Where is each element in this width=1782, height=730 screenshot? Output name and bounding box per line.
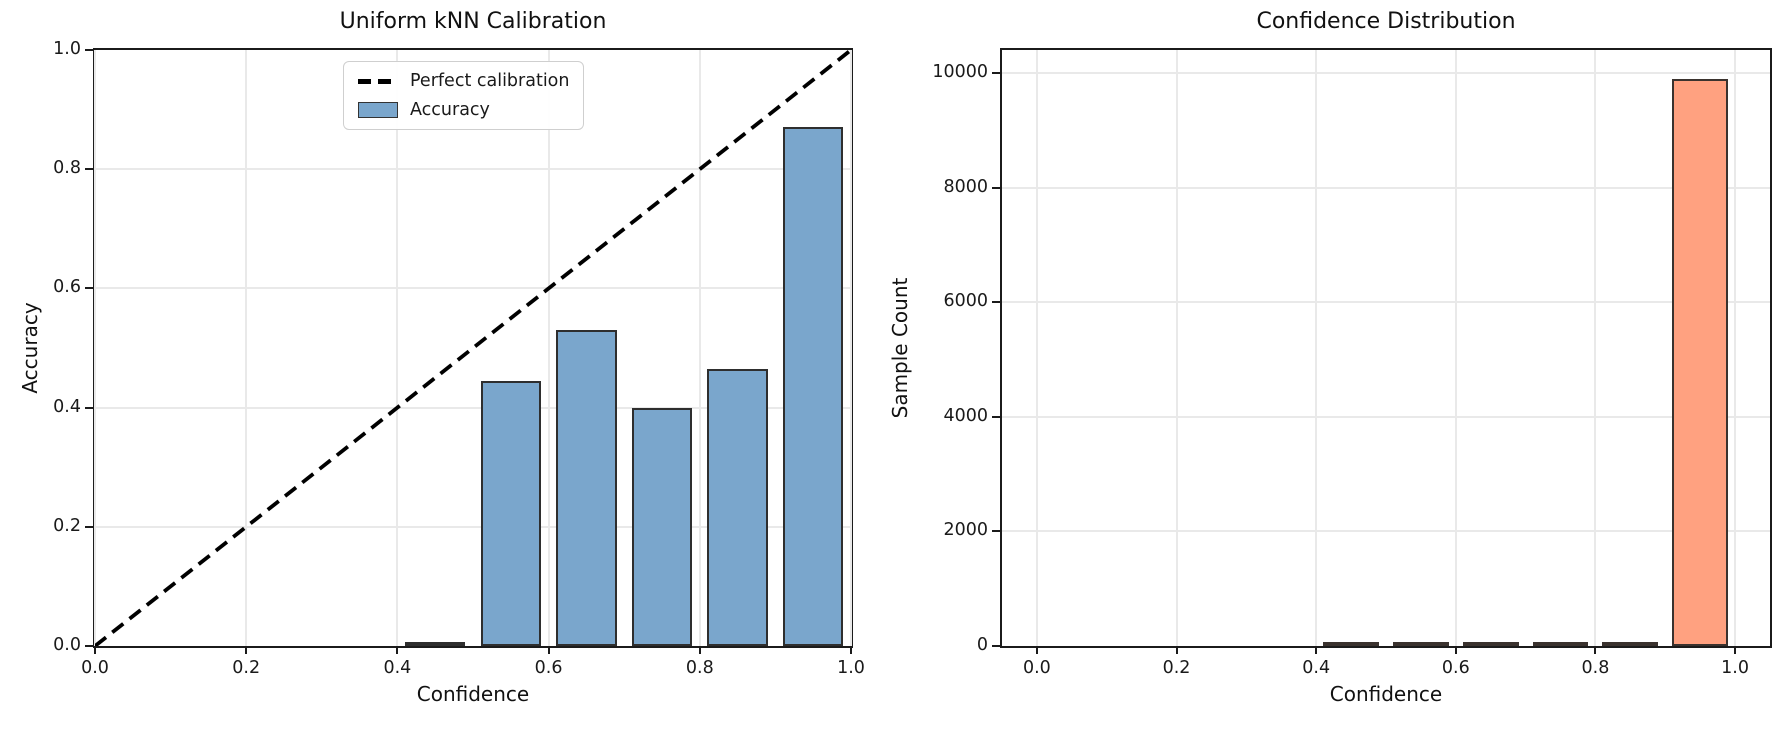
y-tick (85, 168, 93, 171)
calibration-bar (707, 368, 768, 646)
gridline-horizontal (1002, 71, 1770, 74)
confidence-distribution-bar (1532, 642, 1589, 646)
gridline-vertical (698, 50, 701, 646)
x-tick (396, 646, 399, 654)
plot-area-calibration: Perfect calibration Accuracy (93, 48, 853, 648)
x-tick-label: 0.2 (232, 658, 261, 678)
confidence-distribution-bar (1602, 642, 1659, 646)
y-tick-label: 0.4 (53, 396, 81, 417)
gridline-horizontal (1002, 301, 1770, 304)
x-tick (94, 646, 96, 654)
x-tick-label: 1.0 (837, 658, 865, 678)
x-tick (1315, 646, 1318, 654)
gridline-vertical (850, 50, 852, 646)
chart-calibration: Uniform kNN Calibration Accuracy Perfect… (0, 0, 865, 730)
gridline-horizontal (95, 287, 851, 290)
gridline-vertical (547, 50, 550, 646)
y-axis-label-accuracy: Accuracy (18, 302, 42, 394)
x-tick (245, 646, 248, 654)
calibration-bar (404, 642, 466, 646)
x-tick (698, 646, 701, 654)
y-tick (85, 406, 93, 409)
gridline-vertical (1035, 50, 1038, 646)
y-tick-label: 0 (976, 635, 988, 655)
gridline-vertical (1454, 50, 1457, 646)
dashed-line-icon (358, 78, 398, 84)
y-tick-label: 0.8 (53, 158, 81, 179)
x-tick-label: 0.0 (81, 658, 109, 678)
gridline-horizontal (95, 525, 851, 528)
gridline-vertical (1315, 50, 1318, 646)
x-tick-label: 0.0 (1022, 658, 1051, 678)
y-tick (992, 645, 1000, 647)
gridline-horizontal (1002, 530, 1770, 533)
confidence-distribution-bar (1462, 642, 1519, 646)
accuracy-swatch-icon (358, 102, 398, 118)
calibration-bar (480, 380, 542, 646)
y-tick (85, 287, 93, 290)
y-tick-label: 10000 (932, 61, 988, 82)
confidence-distribution-bar (1672, 79, 1729, 646)
gridline-horizontal (95, 406, 851, 409)
y-tick-label: 6000 (943, 291, 988, 312)
gridline-vertical (94, 50, 96, 646)
chart-title-calibration: Uniform kNN Calibration (339, 9, 607, 34)
y-tick (992, 71, 1000, 74)
y-tick (992, 186, 1000, 189)
gridline-vertical (245, 50, 248, 646)
y-tick (85, 49, 93, 51)
y-tick (992, 415, 1000, 418)
x-tick-label: 0.2 (1162, 658, 1191, 678)
legend-item-accuracy: Accuracy (358, 100, 569, 120)
chart-confidence-distribution: Confidence Distribution Sample Count Con… (856, 0, 1782, 730)
confidence-distribution-bar (1323, 642, 1379, 646)
y-tick (85, 645, 93, 647)
legend-item-perfect-calibration: Perfect calibration (358, 71, 569, 91)
x-tick (1734, 646, 1737, 654)
plot-area-distribution (1000, 48, 1772, 648)
y-tick-label: 0.0 (53, 635, 81, 655)
y-tick-label: 2000 (943, 520, 988, 541)
gridline-vertical (1734, 50, 1737, 646)
gridline-horizontal (1002, 186, 1770, 189)
legend-label-accuracy: Accuracy (410, 100, 490, 120)
x-axis-label-confidence-right: Confidence (1329, 682, 1443, 706)
gridline-vertical (1594, 50, 1597, 646)
y-tick (85, 525, 93, 528)
gridline-horizontal (1002, 415, 1770, 418)
y-tick-label: 8000 (943, 176, 988, 197)
chart-title-distribution: Confidence Distribution (1256, 9, 1516, 34)
gridline-vertical (1175, 50, 1178, 646)
x-tick (547, 646, 550, 654)
y-tick-label: 4000 (943, 405, 988, 426)
gridline-horizontal (95, 168, 851, 171)
x-tick (850, 646, 852, 654)
x-tick (1594, 646, 1597, 654)
y-tick-label: 1.0 (53, 39, 81, 59)
perfect-calibration-line (95, 50, 851, 646)
x-tick (1175, 646, 1178, 654)
x-axis-label-confidence-left: Confidence (416, 682, 530, 706)
x-tick (1454, 646, 1457, 654)
calibration-bar (631, 407, 693, 646)
x-tick-label: 0.8 (685, 658, 714, 678)
x-tick-label: 1.0 (1721, 658, 1749, 678)
x-tick-label: 0.8 (1581, 658, 1610, 678)
calibration-bar (782, 127, 844, 646)
x-tick-label: 0.6 (1441, 658, 1470, 678)
confidence-distribution-bar (1392, 642, 1449, 646)
y-tick (992, 530, 1000, 533)
legend-label-perfect-calibration: Perfect calibration (410, 71, 570, 91)
x-tick-label: 0.4 (383, 658, 412, 678)
y-tick-label: 0.6 (53, 277, 81, 298)
legend: Perfect calibration Accuracy (343, 61, 585, 130)
y-tick-label: 0.2 (53, 515, 81, 536)
x-tick (1035, 646, 1038, 654)
calibration-bar (556, 330, 617, 646)
gridline-vertical (396, 50, 399, 646)
x-tick-label: 0.4 (1302, 658, 1331, 678)
x-tick-label: 0.6 (534, 658, 563, 678)
y-tick (992, 301, 1000, 304)
